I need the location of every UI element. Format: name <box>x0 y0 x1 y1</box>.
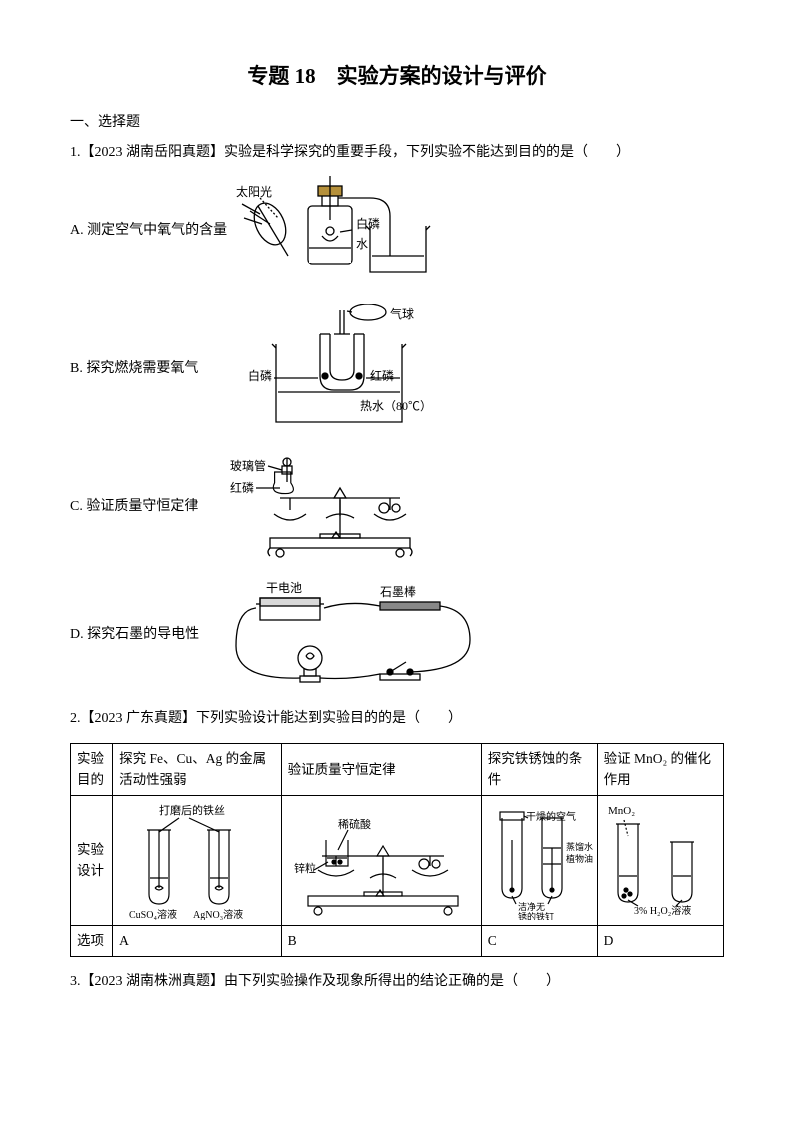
rp2-label: 红磷 <box>230 480 254 495</box>
q1-b-label: B. 探究燃烧需要氧气 <box>70 358 230 380</box>
cell-design-d: MnO₂ 3% H₂O₂溶液 <box>597 795 723 925</box>
q2-table: 实验目的 探究 Fe、Cu、Ag 的金属活动性强弱 验证质量守恒定律 探究铁锈蚀… <box>70 743 724 957</box>
q1-option-a: A. 测定空气中氧气的含量 太阳光 <box>70 176 724 286</box>
q2-text: 2.【2023 广东真题】下列实验设计能达到实验目的的是（ ） <box>70 708 462 730</box>
cell-opt-head: 选项 <box>71 925 113 956</box>
cell-purpose-b: 验证质量守恒定律 <box>281 743 481 795</box>
q1-d-diagram: 干电池 石墨棒 <box>230 580 490 690</box>
q1-d-label: D. 探究石墨的导电性 <box>70 624 230 646</box>
cell-purpose-head: 实验目的 <box>71 743 113 795</box>
svg-text:稀硫酸: 稀硫酸 <box>338 817 371 831</box>
q1-a-label: A. 测定空气中氧气的含量 <box>70 220 230 242</box>
cell-design-c: 干燥的空气 蒸馏水 植物油 洁净无 锈的铁钉 <box>481 795 597 925</box>
q1-a-diagram: 太阳光 白磷 水 <box>230 176 460 286</box>
water-label: 水 <box>356 237 368 251</box>
page-title: 专题 18 实验方案的设计与评价 <box>70 60 724 94</box>
cell-purpose-a: 探究 Fe、Cu、Ag 的金属活动性强弱 <box>113 743 282 795</box>
cell-design-head: 实验设计 <box>71 795 113 925</box>
q1-option-d: D. 探究石墨的导电性 干电池 石墨棒 <box>70 580 724 690</box>
section-heading: 一、选择题 <box>70 112 724 134</box>
cell-design-b: 稀硫酸 锌粒 <box>281 795 481 925</box>
q1-option-c: C. 验证质量守恒定律 <box>70 452 724 562</box>
question-1-stem: 1.【2023 湖南岳阳真题】实验是科学探究的重要手段，下列实验不能达到目的的是… <box>70 142 724 164</box>
cell-purpose-c: 探究铁锈蚀的条件 <box>481 743 597 795</box>
q1-b-diagram: 气球 白磷 红磷 热水（80℃） <box>230 304 460 434</box>
q1-text: 1.【2023 湖南岳阳真题】实验是科学探究的重要手段，下列实验不能达到目的的是… <box>70 142 630 164</box>
svg-text:植物油: 植物油 <box>566 853 593 864</box>
cell-design-a: 打磨后的铁丝 CuSO₄溶液 AgNO₃溶液 <box>113 795 282 925</box>
table-row: 实验设计 打磨后的铁丝 CuSO₄溶液 <box>71 795 724 925</box>
rp-label: 红磷 <box>370 368 394 383</box>
q1-c-diagram: 玻璃管 红磷 <box>230 452 460 562</box>
q1-c-label: C. 验证质量守恒定律 <box>70 496 230 518</box>
svg-text:洁净无: 洁净无 <box>518 901 545 912</box>
batt-label: 干电池 <box>266 581 302 595</box>
hot-label: 热水（80℃） <box>360 399 432 413</box>
svg-text:锈的铁钉: 锈的铁钉 <box>518 911 554 920</box>
svg-text:3% H₂O₂溶液: 3% H₂O₂溶液 <box>634 904 691 917</box>
cell-purpose-d: 验证 MnO₂ 的催化作用 <box>597 743 723 795</box>
cell-opt-c: C <box>481 925 597 956</box>
rod-label: 石墨棒 <box>380 585 416 599</box>
svg-text:AgNO₃溶液: AgNO₃溶液 <box>193 908 243 920</box>
svg-text:锌粒: 锌粒 <box>294 861 316 875</box>
q1-option-b: B. 探究燃烧需要氧气 气球 <box>70 304 724 434</box>
svg-text:CuSO₄溶液: CuSO₄溶液 <box>129 908 177 920</box>
svg-text:MnO₂: MnO₂ <box>608 805 635 817</box>
svg-text:干燥的空气: 干燥的空气 <box>526 810 576 823</box>
q3-text: 3.【2023 湖南株洲真题】由下列实验操作及现象所得出的结论正确的是（ ） <box>70 971 560 993</box>
cell-opt-b: B <box>281 925 481 956</box>
cell-opt-a: A <box>113 925 282 956</box>
wp2-label: 白磷 <box>248 368 272 383</box>
sun-label: 太阳光 <box>236 184 272 199</box>
cell-opt-d: D <box>597 925 723 956</box>
table-row: 实验目的 探究 Fe、Cu、Ag 的金属活动性强弱 验证质量守恒定律 探究铁锈蚀… <box>71 743 724 795</box>
balloon-label: 气球 <box>390 306 414 321</box>
glass-label: 玻璃管 <box>230 458 266 473</box>
svg-text:蒸馏水: 蒸馏水 <box>566 841 593 852</box>
question-3-stem: 3.【2023 湖南株洲真题】由下列实验操作及现象所得出的结论正确的是（ ） <box>70 971 724 993</box>
table-row: 选项 A B C D <box>71 925 724 956</box>
question-2-stem: 2.【2023 广东真题】下列实验设计能达到实验目的的是（ ） <box>70 708 724 730</box>
svg-text:打磨后的铁丝: 打磨后的铁丝 <box>159 803 225 817</box>
